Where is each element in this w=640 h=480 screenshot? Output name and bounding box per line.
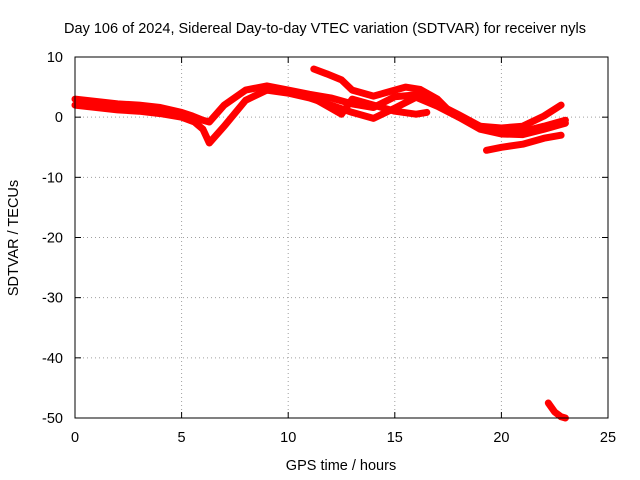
y-tick-label: 0 — [55, 110, 63, 126]
data-series — [71, 65, 569, 422]
x-tick-label: 0 — [71, 430, 79, 446]
series-track-e — [483, 131, 565, 154]
y-tick-label: -30 — [42, 291, 63, 307]
x-tick-labels: 0 5 10 15 20 25 — [71, 430, 616, 446]
series-track-f — [544, 399, 569, 422]
x-tick-label: 10 — [280, 430, 296, 446]
y-tick-label: -10 — [42, 170, 63, 186]
chart-title: Day 106 of 2024, Sidereal Day-to-day VTE… — [64, 21, 586, 37]
series-track-c — [310, 65, 565, 132]
axis-ticks — [74, 56, 609, 419]
x-tick-label: 5 — [178, 430, 186, 446]
y-axis-label: SDTVAR / TECUs — [6, 180, 22, 296]
y-tick-label: -50 — [42, 411, 63, 427]
y-tick-label: -40 — [42, 351, 63, 367]
x-axis-label: GPS time / hours — [286, 458, 396, 474]
series-track-d — [306, 92, 431, 118]
x-tick-label: 15 — [387, 430, 403, 446]
y-tick-label: 10 — [47, 50, 63, 66]
series-track-b — [71, 86, 569, 147]
y-tick-label: -20 — [42, 231, 63, 247]
x-tick-label: 20 — [493, 430, 509, 446]
y-tick-labels: 10 0 -10 -20 -30 -40 -50 — [42, 50, 63, 427]
x-tick-label: 25 — [600, 430, 616, 446]
